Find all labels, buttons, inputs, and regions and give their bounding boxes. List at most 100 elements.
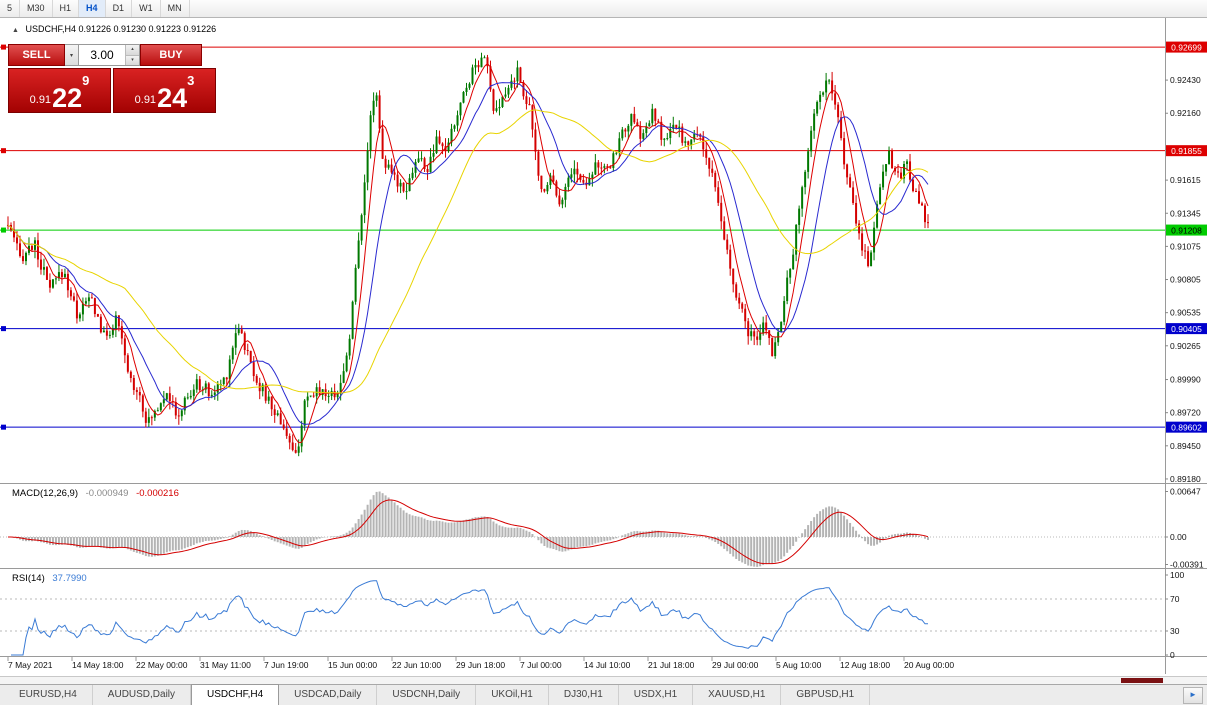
time-axis-label: 20 Aug 00:00 [904,660,954,670]
timeframe-button-w1[interactable]: W1 [132,0,161,17]
moving-average-lines [7,62,929,444]
indicator-level-lines [0,536,1165,632]
rsi-name: RSI(14) [12,573,45,584]
ma-14 [7,82,929,425]
sell-price-big: 22 [52,83,83,113]
chart-tab-bar: EURUSD,H4 AUDUSD,Daily USDCHF,H4 USDCAD,Dai… [0,684,1207,705]
rsi-axis-label: 70 [1170,594,1180,604]
time-axis-label: 22 Jun 10:00 [392,660,441,670]
ma-40 [7,109,929,394]
chart-tab-ukoil-h1[interactable]: UKOil,H1 [476,685,549,705]
one-click-trading-panel: SELL ▾ ▴ ▾ BUY 0.91 22 9 0.91 24 3 [8,44,216,113]
time-axis-label: 14 May 18:00 [72,660,124,670]
time-axis-label: 31 May 11:00 [200,660,251,670]
buy-price-display[interactable]: 0.91 24 3 [113,68,216,113]
chart-tab-usdx-h1[interactable]: USDX,H1 [619,685,694,705]
chart-title: ▲ USDCHF,H4 0.91226 0.91230 0.91223 0.91… [12,24,216,34]
macd-signal-value: -0.000216 [136,488,179,499]
macd-signal-line [8,499,929,565]
rsi-line [11,580,928,656]
buy-button[interactable]: BUY [140,44,202,66]
sell-button[interactable]: SELL [8,44,65,66]
price-axis[interactable]: 0.92430 0.92160 0.91615 0.91345 0.91075 0.908… [1165,41,1207,660]
volume-input[interactable] [79,45,125,65]
timeframe-button-h1[interactable]: H1 [53,0,80,17]
price-line-badge [1166,323,1207,335]
rsi-axis-label: 0 [1170,650,1175,660]
time-axis-label: 15 Jun 00:00 [328,660,377,670]
sell-price-display[interactable]: 0.91 22 9 [8,68,111,113]
chart-tab-dj30-h1[interactable]: DJ30,H1 [549,685,619,705]
ma-6 [7,62,929,444]
horizontal-scrollbar-thumb[interactable] [1121,678,1163,683]
pane-dividers [0,18,1207,674]
volume-dropdown-button[interactable]: ▾ [65,44,79,66]
macd-axis-label: 0.00647 [1170,487,1201,497]
chart-title-text: USDCHF,H4 0.91226 0.91230 0.91223 0.9122… [25,24,216,34]
price-line-badge-value: 0.89602 [1171,423,1202,433]
timeframe-toolbar: 5 M30 H1 H4 D1 W1 MN [0,0,1207,18]
price-line-badge-value: 0.91855 [1171,146,1202,156]
price-axis-label: 0.91615 [1170,175,1201,185]
price-axis-label: 0.92430 [1170,75,1201,85]
price-line-badge [1166,421,1207,433]
time-axis-label: 5 Aug 10:00 [776,660,822,670]
macd-axis-label: -0.00391 [1170,559,1204,569]
rsi-axis-label: 30 [1170,626,1180,636]
macd-main-value: -0.000949 [86,488,129,499]
price-axis-label: 0.92160 [1170,108,1201,118]
sell-price-pip: 9 [82,73,90,88]
buy-price-prefix: 0.91 [134,94,157,106]
rsi-indicator-label: RSI(14) 37.7990 [12,573,87,584]
price-chart[interactable]: 0.92430 0.92160 0.91615 0.91345 0.91075 0.908… [0,18,1207,676]
price-line-handle [1,148,6,154]
chart-tab-usdcnh-daily[interactable]: USDCNH,Daily [377,685,477,705]
time-axis-label: 29 Jul 00:00 [712,660,759,670]
timeframe-button-h4[interactable]: H4 [79,0,106,17]
time-axis-label: 21 Jul 18:00 [648,660,695,670]
price-axis-label: 0.89450 [1170,441,1201,451]
horizontal-scrollbar[interactable] [0,676,1207,684]
price-axis-label: 0.89990 [1170,375,1201,385]
chart-tab-usdchf-h4[interactable]: USDCHF,H4 [191,684,280,705]
price-axis-label: 0.89720 [1170,408,1201,418]
buy-price-pip: 3 [187,73,195,88]
time-axis-label: 29 Jun 18:00 [456,660,505,670]
timeframe-button-m30[interactable]: M30 [20,0,53,17]
volume-decrease-button[interactable]: ▾ [126,55,139,65]
price-line-badge [1166,145,1207,157]
chart-tab-gbpusd-h1[interactable]: GBPUSD,H1 [781,685,871,705]
macd-histogram [9,491,929,567]
macd-indicator-label: MACD(12,26,9) -0.000949 -0.000216 [12,488,179,499]
timeframe-button-mn[interactable]: MN [161,0,190,17]
chart-tab-audusd-daily[interactable]: AUDUSD,Daily [93,685,192,705]
volume-increase-button[interactable]: ▴ [126,45,139,56]
time-axis-label: 22 May 00:00 [136,660,188,670]
price-line-badge-value: 0.91208 [1171,226,1202,236]
buy-price-big: 24 [157,83,188,113]
chevron-down-icon: ▾ [69,52,73,59]
time-axis-label: 7 May 2021 [8,660,53,670]
price-axis-label: 0.91075 [1170,241,1201,251]
time-axis-label: 14 Jul 10:00 [584,660,631,670]
tab-scroll-right-button[interactable]: ► [1183,687,1203,704]
timeframe-button-d1[interactable]: D1 [106,0,133,17]
price-line-handle [1,44,6,50]
chart-area[interactable]: 0.92430 0.92160 0.91615 0.91345 0.91075 0.908… [0,18,1207,676]
price-line-handle [1,326,6,332]
price-axis-label: 0.90265 [1170,341,1201,351]
time-axis-label: 12 Aug 18:00 [840,660,890,670]
macd-name: MACD(12,26,9) [12,488,78,499]
chart-icon: ▲ [12,27,19,34]
sell-price-prefix: 0.91 [29,94,52,106]
chart-tab-usdcad-daily[interactable]: USDCAD,Daily [279,685,378,705]
chevron-up-icon: ▴ [131,46,134,53]
chart-tab-eurusd-h4[interactable]: EURUSD,H4 [4,685,93,705]
time-axis[interactable]: 7 May 2021 14 May 18:00 22 May 00:00 31 May… [7,657,954,670]
chart-tab-xauusd-h1[interactable]: XAUUSD,H1 [693,685,782,705]
time-axis-label: 7 Jun 19:00 [264,660,309,670]
price-axis-label: 0.89180 [1170,474,1201,484]
rsi-axis-label: 100 [1170,570,1184,580]
arrow-right-icon: ► [1189,690,1197,699]
timeframe-button-5[interactable]: 5 [0,0,21,17]
